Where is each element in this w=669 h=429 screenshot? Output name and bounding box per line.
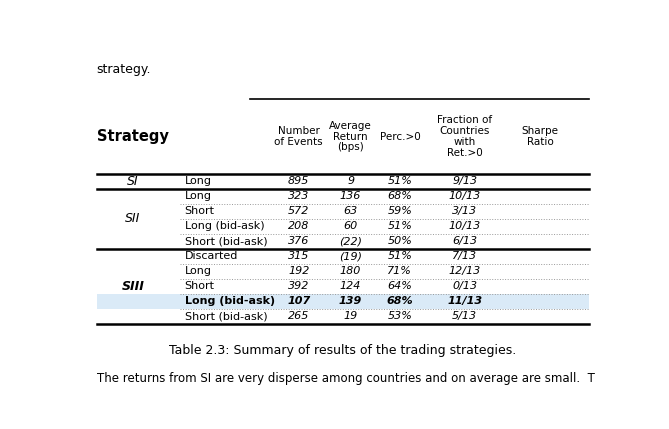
Text: SII: SII <box>125 212 140 225</box>
Text: 192: 192 <box>288 266 310 276</box>
Text: 107: 107 <box>287 296 310 306</box>
Text: 315: 315 <box>288 251 310 261</box>
Text: Fraction of: Fraction of <box>437 115 492 125</box>
Text: 6/13: 6/13 <box>452 236 477 246</box>
Text: 208: 208 <box>288 221 310 231</box>
Text: Ret.>0: Ret.>0 <box>447 148 482 158</box>
Text: 68%: 68% <box>387 191 412 201</box>
Text: Long: Long <box>185 191 211 201</box>
Text: Short (bid-ask): Short (bid-ask) <box>185 311 268 321</box>
Text: Strategy: Strategy <box>96 129 169 144</box>
Text: SIII: SIII <box>122 280 145 293</box>
Text: 51%: 51% <box>387 176 412 186</box>
Text: 3/13: 3/13 <box>452 206 477 216</box>
Text: 9: 9 <box>347 176 354 186</box>
Text: 180: 180 <box>340 266 361 276</box>
Text: 376: 376 <box>288 236 310 246</box>
Text: 392: 392 <box>288 281 310 291</box>
Text: 51%: 51% <box>387 221 412 231</box>
Text: 572: 572 <box>288 206 310 216</box>
Bar <box>96 294 589 309</box>
Text: 50%: 50% <box>387 236 412 246</box>
Text: SI: SI <box>127 175 138 188</box>
Text: 7/13: 7/13 <box>452 251 477 261</box>
Text: strategy.: strategy. <box>96 63 151 76</box>
Text: Long: Long <box>185 176 211 186</box>
Text: Long (bid-ask): Long (bid-ask) <box>185 296 275 306</box>
Text: 265: 265 <box>288 311 310 321</box>
Text: with: with <box>454 137 476 147</box>
Text: 124: 124 <box>340 281 361 291</box>
Text: 0/13: 0/13 <box>452 281 477 291</box>
Text: 51%: 51% <box>387 251 412 261</box>
Text: Sharpe: Sharpe <box>521 126 559 136</box>
Text: 895: 895 <box>288 176 310 186</box>
Text: 59%: 59% <box>387 206 412 216</box>
Text: (22): (22) <box>339 236 362 246</box>
Text: Short (bid-ask): Short (bid-ask) <box>185 236 268 246</box>
Text: Short: Short <box>185 281 215 291</box>
Text: Countries: Countries <box>440 126 490 136</box>
Text: 64%: 64% <box>387 281 412 291</box>
Text: of Events: of Events <box>274 137 323 147</box>
Text: Long (bid-ask): Long (bid-ask) <box>185 221 264 231</box>
Text: The returns from SI are very disperse among countries and on average are small. : The returns from SI are very disperse am… <box>96 372 595 385</box>
Text: Ratio: Ratio <box>527 137 553 147</box>
Text: 5/13: 5/13 <box>452 311 477 321</box>
Text: 323: 323 <box>288 191 310 201</box>
Text: Return: Return <box>333 132 368 142</box>
Text: 136: 136 <box>340 191 361 201</box>
Text: Short: Short <box>185 206 215 216</box>
Text: Number: Number <box>278 126 320 136</box>
Text: Discarted: Discarted <box>185 251 238 261</box>
Text: 10/13: 10/13 <box>449 191 481 201</box>
Text: 11/13: 11/13 <box>447 296 482 306</box>
Text: Table 2.3: Summary of results of the trading strategies.: Table 2.3: Summary of results of the tra… <box>169 344 516 357</box>
Text: (bps): (bps) <box>337 142 364 152</box>
Text: 139: 139 <box>339 296 363 306</box>
Text: 68%: 68% <box>387 296 413 306</box>
Text: 71%: 71% <box>387 266 412 276</box>
Text: 10/13: 10/13 <box>449 221 481 231</box>
Text: 60: 60 <box>343 221 358 231</box>
Text: Long: Long <box>185 266 211 276</box>
Text: 53%: 53% <box>387 311 412 321</box>
Text: 12/13: 12/13 <box>449 266 481 276</box>
Text: 63: 63 <box>343 206 358 216</box>
Text: Perc.>0: Perc.>0 <box>379 132 420 142</box>
Text: (19): (19) <box>339 251 362 261</box>
Text: Average: Average <box>329 121 372 131</box>
Text: 9/13: 9/13 <box>452 176 477 186</box>
Text: 19: 19 <box>343 311 358 321</box>
